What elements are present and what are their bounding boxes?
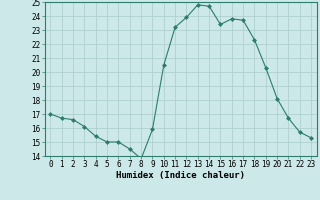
X-axis label: Humidex (Indice chaleur): Humidex (Indice chaleur): [116, 171, 245, 180]
